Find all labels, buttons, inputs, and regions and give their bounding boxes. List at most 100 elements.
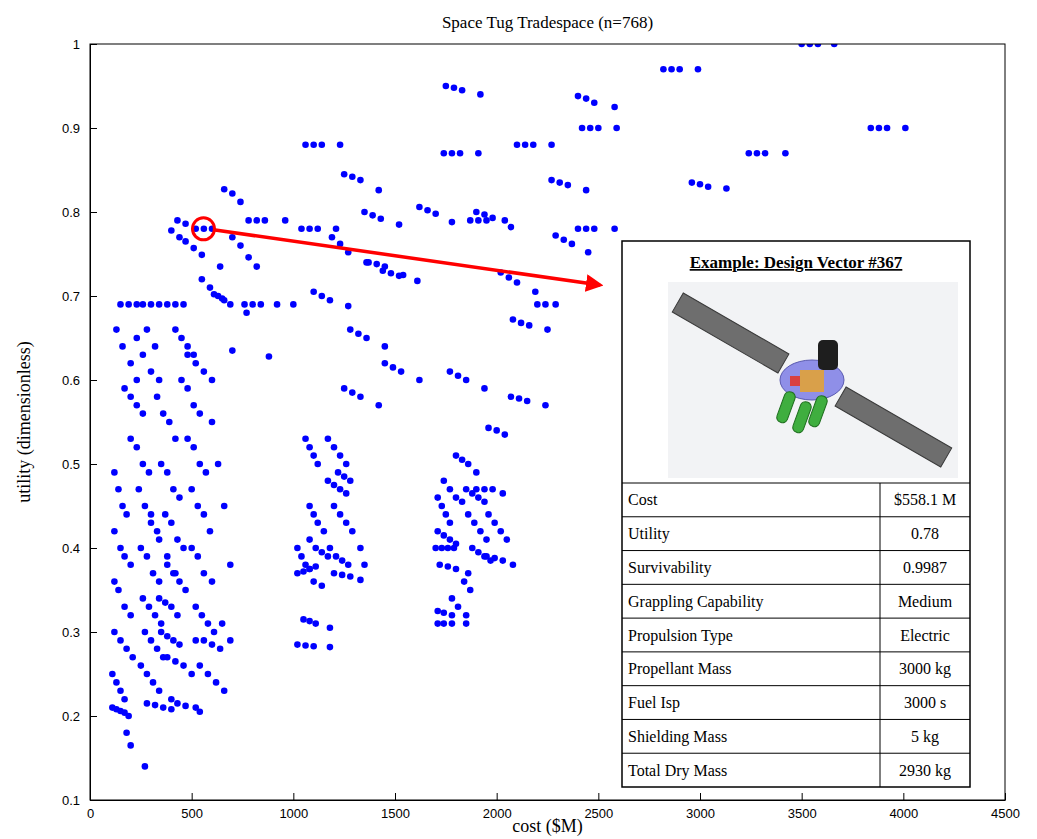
point xyxy=(229,190,236,197)
point xyxy=(182,587,189,594)
point xyxy=(180,662,187,669)
point xyxy=(158,461,165,468)
point xyxy=(156,377,163,384)
point xyxy=(209,377,216,384)
point xyxy=(449,595,456,602)
point xyxy=(341,171,348,178)
point xyxy=(542,402,549,409)
annotation-arrow xyxy=(213,230,600,285)
table-column-rule xyxy=(880,483,881,787)
y-tick-mark xyxy=(90,548,97,549)
y-tick: 0.7 xyxy=(62,289,97,304)
point xyxy=(125,301,132,308)
point xyxy=(266,353,273,360)
point xyxy=(201,226,208,233)
point xyxy=(463,486,470,493)
x-tick: 1000 xyxy=(279,793,308,821)
y-tick-label: 0.9 xyxy=(62,121,80,136)
point xyxy=(229,347,236,354)
point xyxy=(445,563,452,570)
point xyxy=(542,301,549,308)
table-rule xyxy=(622,483,970,484)
point xyxy=(258,301,265,308)
point xyxy=(361,209,368,216)
point xyxy=(172,301,179,308)
point xyxy=(170,486,177,493)
point xyxy=(705,184,712,191)
y-tick-mark xyxy=(90,380,97,381)
point xyxy=(532,289,539,296)
thruster xyxy=(775,390,796,424)
x-axis-line xyxy=(91,800,1006,801)
point xyxy=(182,220,189,227)
point xyxy=(481,499,488,506)
point xyxy=(245,254,252,261)
point xyxy=(524,398,531,405)
point xyxy=(111,578,118,585)
point xyxy=(190,245,197,252)
point xyxy=(237,199,244,206)
point xyxy=(390,364,397,371)
point xyxy=(556,179,563,186)
point xyxy=(337,511,344,518)
point xyxy=(190,402,197,409)
x-tick-mark xyxy=(497,793,498,800)
point xyxy=(180,545,187,552)
point xyxy=(140,352,147,359)
point xyxy=(243,310,250,317)
table-label: Cost xyxy=(628,491,658,508)
point xyxy=(434,620,441,627)
point xyxy=(199,252,206,259)
point xyxy=(398,368,405,375)
table-rule xyxy=(622,584,970,585)
y-tick-mark xyxy=(90,296,97,297)
y-tick-mark xyxy=(90,44,97,45)
point xyxy=(310,643,317,650)
point xyxy=(192,604,199,611)
point xyxy=(164,469,171,476)
inset-table: Cost$558.1 MUtility0.78Survivability0.99… xyxy=(622,483,970,787)
point xyxy=(483,217,490,224)
point xyxy=(465,511,472,518)
point xyxy=(455,373,462,380)
point xyxy=(152,612,159,619)
point xyxy=(312,563,319,570)
highlight-ring xyxy=(192,218,214,240)
point xyxy=(510,562,517,569)
table-value: 3000 kg xyxy=(899,660,951,678)
point xyxy=(552,232,559,239)
x-tick-label: 1500 xyxy=(381,806,410,821)
point xyxy=(388,270,395,277)
point xyxy=(382,343,389,350)
point xyxy=(123,646,130,653)
point xyxy=(438,503,445,510)
point xyxy=(176,494,183,501)
point xyxy=(148,511,155,518)
point xyxy=(205,671,212,678)
y-tick-mark xyxy=(90,716,97,717)
point xyxy=(310,289,317,296)
point xyxy=(133,377,140,384)
craft-grapple xyxy=(818,340,838,370)
point xyxy=(170,637,177,644)
point xyxy=(180,301,187,308)
point xyxy=(453,566,460,573)
point xyxy=(192,360,199,367)
point xyxy=(489,486,496,493)
point xyxy=(201,570,208,577)
point xyxy=(361,562,368,569)
point xyxy=(453,494,460,501)
y-tick: 0.9 xyxy=(62,121,97,136)
y-tick-mark xyxy=(90,212,97,213)
x-tick-label: 0 xyxy=(87,806,94,821)
point xyxy=(396,221,403,228)
y-axis: 0.10.20.30.40.50.60.70.80.91 xyxy=(62,37,97,808)
point xyxy=(591,100,598,107)
x-tick-mark xyxy=(700,793,701,800)
y-tick-mark xyxy=(90,800,97,801)
inset-title: Example: Design Vector #367 xyxy=(690,253,903,272)
x-tick-label: 500 xyxy=(181,806,203,821)
point xyxy=(504,536,511,543)
table-value: 3000 s xyxy=(904,694,946,711)
point xyxy=(345,562,352,569)
